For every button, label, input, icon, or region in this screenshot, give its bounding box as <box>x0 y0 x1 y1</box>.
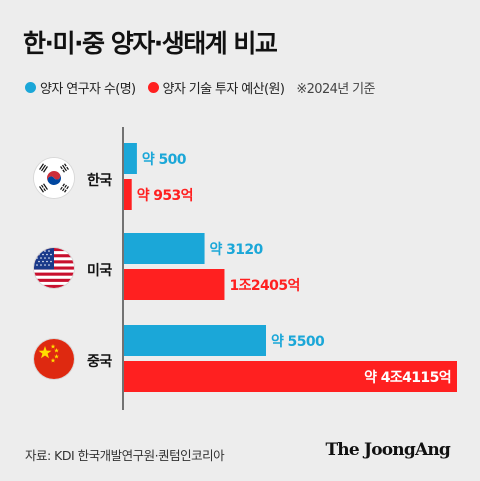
bar-budget-usa <box>124 269 225 300</box>
data-label-budget-korea: 약 953억 <box>137 187 193 204</box>
legend-label-researchers: 양자 연구자 수(명) <box>40 81 136 97</box>
data-label-researchers-korea: 약 500 <box>142 151 187 168</box>
data-label-budget-usa: 1조2405억 <box>229 278 299 294</box>
legend-item-budget: 양자 기술 투자 예산(원) <box>147 78 285 97</box>
china-flag-icon <box>34 339 74 379</box>
category-label-china: 중국 <box>87 354 112 370</box>
legend-item-researchers: 양자 연구자 수(명) <box>25 78 136 97</box>
usa-flag-icon <box>34 248 74 288</box>
bar-budget-china <box>124 361 457 392</box>
korea-flag-icon <box>34 158 74 198</box>
legend-basis-note: ※2024년 기준 <box>296 81 375 97</box>
legend-swatch-researchers <box>25 81 36 93</box>
data-label-researchers-usa: 약 3120 <box>210 241 264 258</box>
data-label-budget-china: 약 4조4115억 <box>364 369 451 386</box>
category-label-korea: 한국 <box>87 173 112 189</box>
brand-logo: The JoongAng <box>325 440 450 460</box>
bar-researchers-korea <box>124 143 137 174</box>
legend: 양자 연구자 수(명) 양자 기술 투자 예산(원) ※2024년 기준 <box>25 78 376 97</box>
bar-researchers-usa <box>124 233 205 264</box>
legend-label-budget: 양자 기술 투자 예산(원) <box>162 81 285 97</box>
legend-swatch-budget <box>147 81 159 93</box>
category-label-usa: 미국 <box>87 263 112 279</box>
source-note: 자료: KDI 한국개발연구원·퀀텀인코리아 <box>25 448 225 463</box>
bar-researchers-china <box>124 325 266 356</box>
bar-budget-korea <box>124 179 132 210</box>
data-label-researchers-china: 약 5500 <box>271 333 325 350</box>
chart-title: 한·미·중 양자·생태계 비교 <box>23 29 278 58</box>
